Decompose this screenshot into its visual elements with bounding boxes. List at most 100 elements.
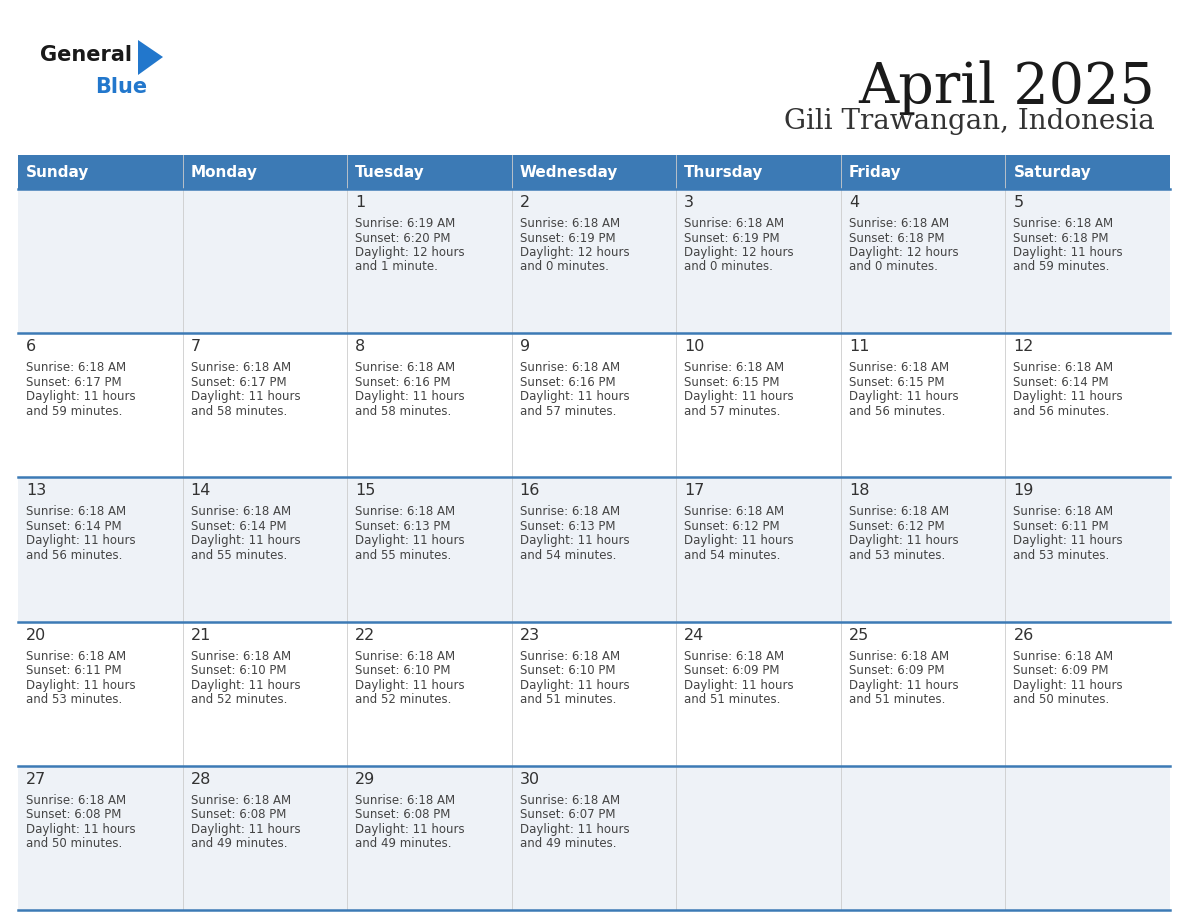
Text: Sunrise: 6:18 AM: Sunrise: 6:18 AM bbox=[26, 650, 126, 663]
Text: Sunset: 6:09 PM: Sunset: 6:09 PM bbox=[684, 664, 779, 677]
Text: Daylight: 11 hours: Daylight: 11 hours bbox=[849, 534, 959, 547]
Text: Sunrise: 6:18 AM: Sunrise: 6:18 AM bbox=[355, 650, 455, 663]
Text: 13: 13 bbox=[26, 484, 46, 498]
Text: Sunrise: 6:18 AM: Sunrise: 6:18 AM bbox=[355, 506, 455, 519]
Text: Sunrise: 6:18 AM: Sunrise: 6:18 AM bbox=[190, 794, 291, 807]
Text: 2: 2 bbox=[519, 195, 530, 210]
Text: 6: 6 bbox=[26, 339, 36, 354]
Bar bbox=[18, 155, 1170, 189]
Text: and 51 minutes.: and 51 minutes. bbox=[849, 693, 946, 706]
Text: Daylight: 11 hours: Daylight: 11 hours bbox=[355, 390, 465, 403]
Text: Daylight: 12 hours: Daylight: 12 hours bbox=[355, 246, 465, 259]
Text: Sunrise: 6:18 AM: Sunrise: 6:18 AM bbox=[684, 361, 784, 375]
Text: Daylight: 11 hours: Daylight: 11 hours bbox=[26, 678, 135, 691]
Text: 16: 16 bbox=[519, 484, 541, 498]
Text: and 0 minutes.: and 0 minutes. bbox=[684, 261, 773, 274]
Text: 3: 3 bbox=[684, 195, 694, 210]
Text: and 54 minutes.: and 54 minutes. bbox=[519, 549, 617, 562]
Text: and 49 minutes.: and 49 minutes. bbox=[355, 837, 451, 850]
Text: Daylight: 11 hours: Daylight: 11 hours bbox=[519, 823, 630, 835]
Text: and 57 minutes.: and 57 minutes. bbox=[684, 405, 781, 418]
Text: and 0 minutes.: and 0 minutes. bbox=[519, 261, 608, 274]
Text: Sunrise: 6:18 AM: Sunrise: 6:18 AM bbox=[684, 506, 784, 519]
Text: Sunset: 6:12 PM: Sunset: 6:12 PM bbox=[684, 520, 779, 533]
Text: 23: 23 bbox=[519, 628, 539, 643]
Text: Daylight: 11 hours: Daylight: 11 hours bbox=[26, 390, 135, 403]
Text: 1: 1 bbox=[355, 195, 366, 210]
Text: and 53 minutes.: and 53 minutes. bbox=[26, 693, 122, 706]
Text: Sunset: 6:13 PM: Sunset: 6:13 PM bbox=[355, 520, 450, 533]
Text: 5: 5 bbox=[1013, 195, 1024, 210]
Bar bbox=[18, 189, 1170, 333]
Bar bbox=[18, 621, 1170, 766]
Text: Daylight: 12 hours: Daylight: 12 hours bbox=[849, 246, 959, 259]
Text: Daylight: 11 hours: Daylight: 11 hours bbox=[355, 534, 465, 547]
Text: Sunset: 6:19 PM: Sunset: 6:19 PM bbox=[684, 231, 779, 244]
Text: Sunrise: 6:18 AM: Sunrise: 6:18 AM bbox=[684, 217, 784, 230]
Text: Daylight: 11 hours: Daylight: 11 hours bbox=[519, 534, 630, 547]
Text: 30: 30 bbox=[519, 772, 539, 787]
Text: 22: 22 bbox=[355, 628, 375, 643]
Text: Daylight: 11 hours: Daylight: 11 hours bbox=[1013, 534, 1123, 547]
Text: Daylight: 11 hours: Daylight: 11 hours bbox=[519, 678, 630, 691]
Text: Daylight: 11 hours: Daylight: 11 hours bbox=[849, 390, 959, 403]
Text: Sunrise: 6:18 AM: Sunrise: 6:18 AM bbox=[1013, 506, 1113, 519]
Text: Sunset: 6:18 PM: Sunset: 6:18 PM bbox=[1013, 231, 1108, 244]
Text: and 50 minutes.: and 50 minutes. bbox=[1013, 693, 1110, 706]
Text: Sunrise: 6:18 AM: Sunrise: 6:18 AM bbox=[849, 217, 949, 230]
Text: and 50 minutes.: and 50 minutes. bbox=[26, 837, 122, 850]
Text: Sunset: 6:08 PM: Sunset: 6:08 PM bbox=[355, 809, 450, 822]
Bar bbox=[18, 333, 1170, 477]
Text: 8: 8 bbox=[355, 339, 366, 354]
Text: Sunset: 6:11 PM: Sunset: 6:11 PM bbox=[1013, 520, 1110, 533]
Text: Sunrise: 6:18 AM: Sunrise: 6:18 AM bbox=[190, 506, 291, 519]
Text: Daylight: 11 hours: Daylight: 11 hours bbox=[190, 678, 301, 691]
Text: Sunset: 6:10 PM: Sunset: 6:10 PM bbox=[190, 664, 286, 677]
Text: Tuesday: Tuesday bbox=[355, 164, 425, 180]
Text: Sunrise: 6:18 AM: Sunrise: 6:18 AM bbox=[355, 361, 455, 375]
Text: 20: 20 bbox=[26, 628, 46, 643]
Text: and 51 minutes.: and 51 minutes. bbox=[684, 693, 781, 706]
Text: Sunset: 6:14 PM: Sunset: 6:14 PM bbox=[26, 520, 121, 533]
Text: Sunrise: 6:18 AM: Sunrise: 6:18 AM bbox=[26, 506, 126, 519]
Text: 12: 12 bbox=[1013, 339, 1034, 354]
Bar bbox=[18, 766, 1170, 910]
Text: Daylight: 12 hours: Daylight: 12 hours bbox=[519, 246, 630, 259]
Text: Thursday: Thursday bbox=[684, 164, 764, 180]
Text: and 0 minutes.: and 0 minutes. bbox=[849, 261, 937, 274]
Text: Sunset: 6:20 PM: Sunset: 6:20 PM bbox=[355, 231, 450, 244]
Text: Sunset: 6:10 PM: Sunset: 6:10 PM bbox=[519, 664, 615, 677]
Text: and 56 minutes.: and 56 minutes. bbox=[1013, 405, 1110, 418]
Text: Daylight: 11 hours: Daylight: 11 hours bbox=[190, 823, 301, 835]
Text: Sunday: Sunday bbox=[26, 164, 89, 180]
Text: Daylight: 11 hours: Daylight: 11 hours bbox=[1013, 246, 1123, 259]
Text: 7: 7 bbox=[190, 339, 201, 354]
Text: Sunrise: 6:19 AM: Sunrise: 6:19 AM bbox=[355, 217, 455, 230]
Text: Friday: Friday bbox=[849, 164, 902, 180]
Text: and 58 minutes.: and 58 minutes. bbox=[355, 405, 451, 418]
Text: Daylight: 11 hours: Daylight: 11 hours bbox=[355, 823, 465, 835]
Text: 29: 29 bbox=[355, 772, 375, 787]
Text: and 56 minutes.: and 56 minutes. bbox=[849, 405, 946, 418]
Text: Sunset: 6:17 PM: Sunset: 6:17 PM bbox=[190, 375, 286, 388]
Text: Sunset: 6:11 PM: Sunset: 6:11 PM bbox=[26, 664, 121, 677]
Text: 25: 25 bbox=[849, 628, 870, 643]
Text: and 55 minutes.: and 55 minutes. bbox=[190, 549, 286, 562]
Polygon shape bbox=[138, 40, 163, 75]
Text: Sunrise: 6:18 AM: Sunrise: 6:18 AM bbox=[519, 361, 620, 375]
Text: and 49 minutes.: and 49 minutes. bbox=[190, 837, 287, 850]
Text: Sunrise: 6:18 AM: Sunrise: 6:18 AM bbox=[684, 650, 784, 663]
Text: Monday: Monday bbox=[190, 164, 258, 180]
Text: and 53 minutes.: and 53 minutes. bbox=[849, 549, 946, 562]
Text: Sunrise: 6:18 AM: Sunrise: 6:18 AM bbox=[519, 217, 620, 230]
Text: 14: 14 bbox=[190, 484, 211, 498]
Text: and 59 minutes.: and 59 minutes. bbox=[26, 405, 122, 418]
Text: and 59 minutes.: and 59 minutes. bbox=[1013, 261, 1110, 274]
Text: and 52 minutes.: and 52 minutes. bbox=[355, 693, 451, 706]
Text: Daylight: 11 hours: Daylight: 11 hours bbox=[684, 390, 794, 403]
Text: Sunset: 6:16 PM: Sunset: 6:16 PM bbox=[355, 375, 450, 388]
Text: and 57 minutes.: and 57 minutes. bbox=[519, 405, 617, 418]
Bar bbox=[18, 477, 1170, 621]
Text: and 49 minutes.: and 49 minutes. bbox=[519, 837, 617, 850]
Text: and 53 minutes.: and 53 minutes. bbox=[1013, 549, 1110, 562]
